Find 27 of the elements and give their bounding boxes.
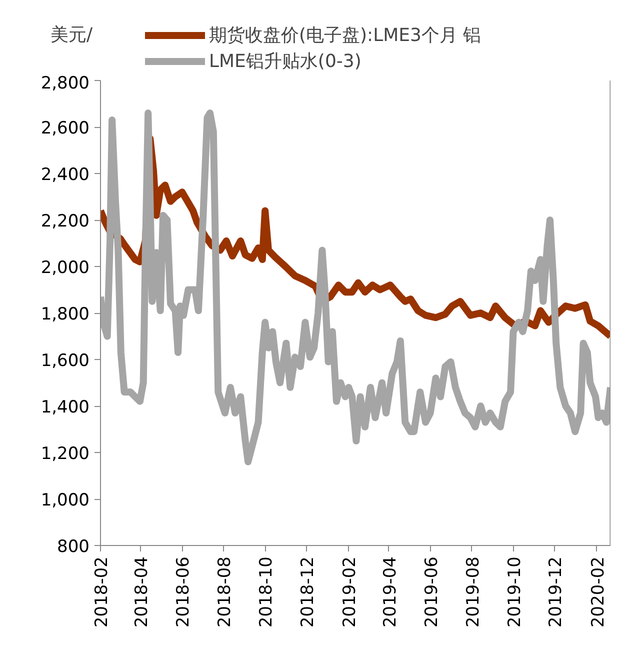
y-tick-label: 1,000 bbox=[40, 490, 90, 510]
legend-label: 期货收盘价(电子盘):LME3个月 铝 bbox=[209, 24, 482, 47]
y-tick-label: 1,200 bbox=[40, 444, 90, 464]
y-tick-label: 2,400 bbox=[40, 165, 90, 185]
y-tick-label: 2,600 bbox=[40, 118, 90, 138]
x-tick-label: 2019-02 bbox=[340, 556, 360, 628]
x-tick-label: 2018-12 bbox=[298, 556, 318, 628]
x-tick-label: 2018-04 bbox=[132, 556, 152, 628]
x-tick-label: 2019-08 bbox=[463, 556, 484, 628]
x-tick-label: 2018-02 bbox=[92, 556, 112, 628]
x-tick-label: 2019-12 bbox=[546, 556, 566, 628]
x-tick-label: 2020-02 bbox=[588, 556, 608, 628]
y-tick-label: 2,000 bbox=[40, 258, 90, 278]
x-tick-label: 2018-08 bbox=[215, 556, 236, 628]
x-tick-label: 2018-06 bbox=[174, 556, 194, 628]
y-axis-title: 美元/ bbox=[50, 24, 94, 46]
y-tick-label: 1,400 bbox=[40, 398, 90, 418]
legend-label: LME铝升贴水(0-3) bbox=[209, 50, 362, 73]
x-tick-label: 2019-06 bbox=[422, 556, 442, 628]
y-tick-label: 800 bbox=[57, 537, 90, 557]
y-tick-label: 2,200 bbox=[40, 212, 90, 232]
y-tick-label: 1,600 bbox=[40, 351, 90, 371]
y-tick-label: 1,800 bbox=[40, 304, 90, 324]
x-tick-label: 2019-04 bbox=[380, 556, 400, 628]
x-tick-label: 2018-10 bbox=[256, 556, 277, 628]
x-tick-label: 2019-10 bbox=[504, 556, 525, 628]
y-tick-label: 2,800 bbox=[40, 74, 90, 94]
